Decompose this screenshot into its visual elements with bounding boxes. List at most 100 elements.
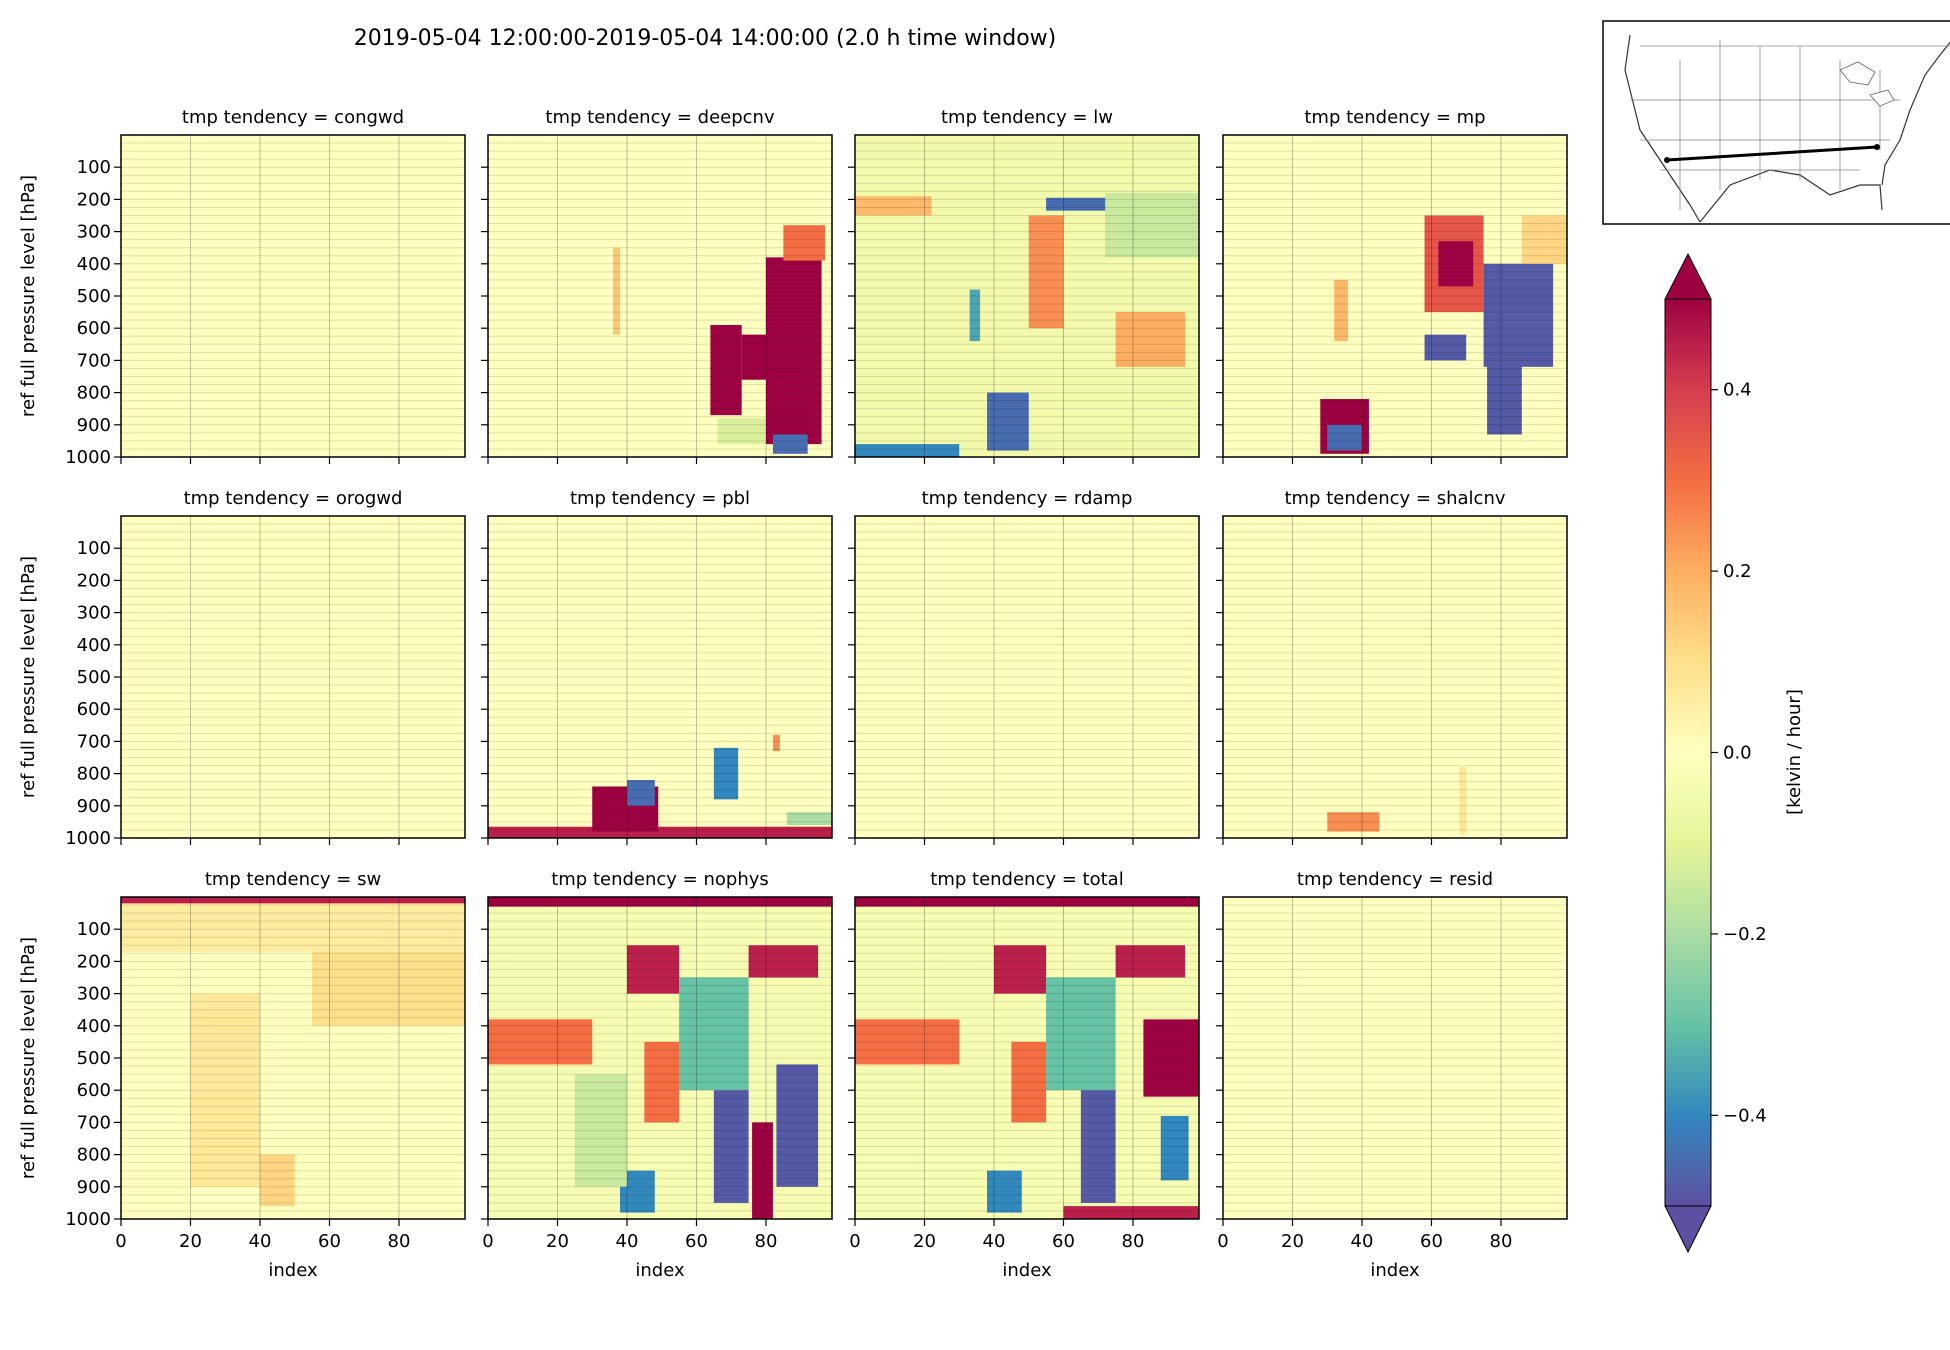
heatmap-region <box>752 1122 773 1219</box>
panel-features <box>855 135 1199 457</box>
heatmap-region <box>855 444 960 457</box>
map-coastline <box>1624 34 1950 223</box>
y-tick-label: 500 <box>77 667 111 688</box>
panel-title: tmp tendency = orogwd <box>184 488 403 509</box>
panel-pbl: tmp tendency = pbl <box>481 488 833 845</box>
heatmap-region <box>1105 192 1199 258</box>
y-tick-label: 300 <box>77 984 111 1005</box>
y-tick-label: 100 <box>77 157 111 178</box>
map-transect-line <box>1666 145 1878 162</box>
panel-background <box>121 135 465 457</box>
y-tick-label: 100 <box>77 538 111 559</box>
heatmap-region <box>1438 241 1474 287</box>
panel-features <box>1327 767 1467 835</box>
heatmap-region <box>786 812 832 826</box>
heatmap-region <box>312 951 465 1026</box>
heatmap-region <box>121 903 465 952</box>
panel-title: tmp tendency = rdamp <box>922 488 1133 509</box>
inset-map <box>1602 20 1950 225</box>
heatmap-region <box>1160 1115 1189 1181</box>
heatmap-region <box>855 897 1199 907</box>
colorbar-tick-label: 0.4 <box>1723 380 1752 401</box>
y-tick-label: 300 <box>77 222 111 243</box>
y-tick-label: 600 <box>77 318 111 339</box>
heatmap-region <box>1327 812 1380 832</box>
transect-end-marker <box>1874 144 1880 150</box>
panel-features <box>855 897 1199 1219</box>
panel-title: tmp tendency = total <box>930 869 1123 890</box>
x-tick-label: 20 <box>913 1231 936 1252</box>
y-tick-label: 700 <box>77 731 111 752</box>
heatmap-region <box>644 1041 680 1123</box>
panel-orogwd: tmp tendency = orogwd 100 200 300 400 500 600 7… <box>18 488 466 849</box>
panel-sw: tmp tendency = sw10020030040050060070080… <box>18 869 466 1281</box>
x-tick-label: 40 <box>616 1231 639 1252</box>
heatmap-region <box>1011 1041 1047 1123</box>
panel-shalcnv: tmp tendency = shalcnv <box>1216 488 1568 845</box>
heatmap-region <box>993 945 1047 994</box>
heatmap-region <box>748 945 819 978</box>
heatmap-region <box>488 826 832 838</box>
y-tick-label: 1000 <box>65 447 111 468</box>
x-tick-label: 40 <box>1351 1231 1374 1252</box>
panel-title: tmp tendency = deepcnv <box>545 107 775 128</box>
panel-title: tmp tendency = lw <box>941 107 1113 128</box>
x-tick-label: 80 <box>1122 1231 1145 1252</box>
y-tick-label: 800 <box>77 383 111 404</box>
y-tick-label: 900 <box>77 796 111 817</box>
heatmap-region <box>1115 945 1186 978</box>
x-tick-label: 0 <box>1217 1231 1228 1252</box>
y-tick-label: 1000 <box>65 1209 111 1230</box>
panel-resid: tmp tendency = resid 0 20 40 60 80 index <box>1216 869 1568 1281</box>
panel-title: tmp tendency = nophys <box>551 869 769 890</box>
heatmap-region <box>613 247 621 335</box>
y-tick-label: 400 <box>77 635 111 656</box>
y-tick-label: 700 <box>77 350 111 371</box>
figure-title: 2019-05-04 12:00:00-2019-05-04 14:00:00 … <box>354 26 1057 51</box>
panel-background <box>855 516 1199 838</box>
x-tick-label: 20 <box>1281 1231 1304 1252</box>
map-borders <box>1630 40 1950 210</box>
panel-congwd: tmp tendency = congwd 100 200 300 400 500 600 7… <box>18 107 466 468</box>
heatmap-region <box>626 780 655 806</box>
x-tick-label: 60 <box>1420 1231 1443 1252</box>
heatmap-region <box>1334 279 1349 342</box>
panel-title: tmp tendency = mp <box>1304 107 1485 128</box>
x-tick-label: 80 <box>755 1231 778 1252</box>
y-tick-label: 900 <box>77 1177 111 1198</box>
inset-map-frame <box>1602 20 1950 225</box>
x-tick-label: 40 <box>249 1231 272 1252</box>
panel-title: tmp tendency = congwd <box>182 107 404 128</box>
heatmap-region <box>626 945 680 994</box>
panel-mp: tmp tendency = mp <box>1216 107 1568 464</box>
panel-total: tmp tendency = total 0 20 40 60 80 index <box>848 869 1200 1281</box>
panel-title: tmp tendency = shalcnv <box>1284 488 1505 509</box>
panel-background <box>121 516 465 838</box>
heatmap-region <box>190 993 260 1187</box>
heatmap-region <box>1459 767 1467 835</box>
y-tick-label: 600 <box>77 1080 111 1101</box>
x-tick-label: 80 <box>1490 1231 1513 1252</box>
y-tick-label: 100 <box>77 919 111 940</box>
heatmap-region <box>855 196 932 216</box>
y-tick-label: 200 <box>77 570 111 591</box>
y-tick-label: 500 <box>77 286 111 307</box>
heatmap-region <box>1424 334 1467 361</box>
heatmap-region <box>1327 424 1362 451</box>
heatmap-region <box>855 1019 960 1065</box>
heatmap-region <box>1046 977 1116 1091</box>
heatmap-region <box>987 1170 1022 1213</box>
panel-title: tmp tendency = pbl <box>570 488 750 509</box>
x-axis-label: index <box>1370 1260 1420 1281</box>
map-great-lakes <box>1839 61 1895 107</box>
panel-features <box>488 897 832 1219</box>
colorbar-tick-label: 0.2 <box>1723 561 1752 582</box>
panel-deepcnv: tmp tendency = deepcnv <box>481 107 833 464</box>
heatmap-region <box>776 1064 819 1187</box>
x-axis-label: index <box>1002 1260 1052 1281</box>
heatmap-region <box>1028 215 1064 329</box>
panel-background <box>1223 897 1567 1219</box>
y-tick-label: 500 <box>77 1048 111 1069</box>
x-tick-label: 80 <box>388 1231 411 1252</box>
x-tick-label: 40 <box>983 1231 1006 1252</box>
